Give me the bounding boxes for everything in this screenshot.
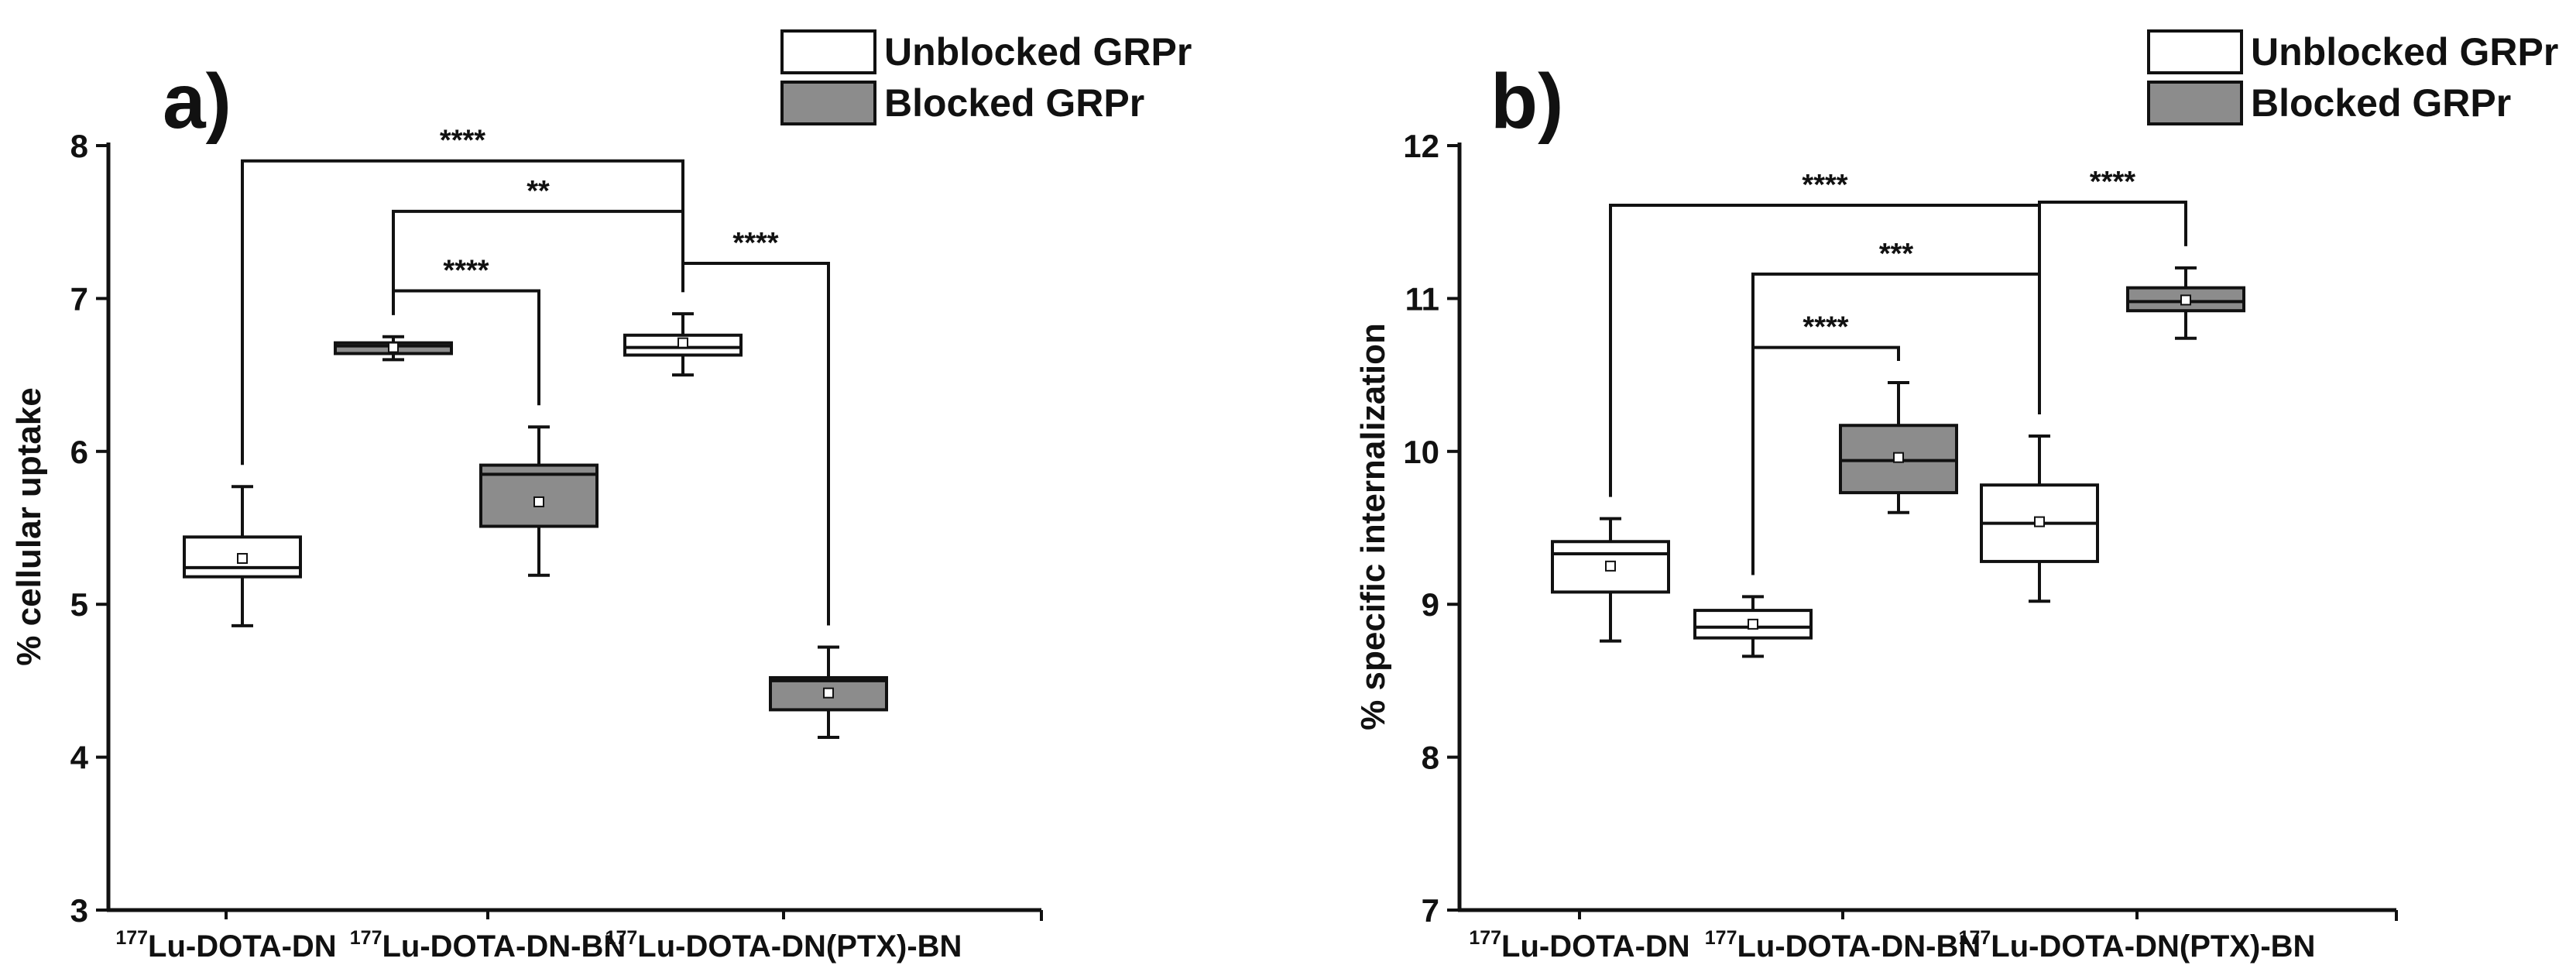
mean-marker [1748, 618, 1758, 630]
mean-marker [2180, 294, 2191, 306]
mean-marker [1893, 452, 1904, 463]
y-tick-label: 8 [70, 128, 88, 164]
significance-label: *** [1879, 238, 1914, 270]
mean-marker [1605, 560, 1616, 572]
significance-label: **** [1802, 169, 1847, 201]
box-unblocked [1551, 517, 1670, 643]
box-unblocked [1693, 595, 1813, 658]
legend-label: Blocked GRPr [884, 81, 1144, 125]
significance-label: **** [443, 255, 489, 287]
box-blocked [334, 335, 453, 362]
significance-bracket: **** [241, 125, 684, 465]
significance-label: **** [440, 125, 485, 157]
x-category-label: 177Lu-DOTA-DN(PTX)-BN [605, 927, 962, 964]
y-axis-label: % cellular uptake [10, 387, 48, 665]
mean-marker [823, 687, 834, 699]
y-tick-label: 8 [1422, 740, 1439, 776]
y-tick-label: 7 [70, 280, 88, 317]
significance-bracket: **** [392, 255, 540, 406]
y-axis-label: % specific internalization [1354, 323, 1392, 730]
legend-swatch-blocked [2147, 81, 2243, 125]
panel-label: a) [163, 58, 232, 145]
significance-bracket: **** [1751, 311, 1900, 575]
y-tick-label: 4 [70, 740, 89, 776]
legend-swatch-unblocked [2147, 29, 2243, 74]
y-tick-label: 6 [70, 434, 88, 470]
panel-a: a) % cellular uptake 3 4 5 6 7 8 177Lu-DOTA-DN 17… [10, 29, 1192, 964]
legend-label: Unblocked GRPr [2251, 30, 2558, 74]
x-category-label: 177Lu-DOTA-DN [1469, 927, 1689, 964]
significance-bracket: ** [392, 175, 684, 315]
mean-marker [2034, 516, 2045, 527]
y-tick-label: 9 [1422, 586, 1439, 623]
significance-label: **** [2090, 166, 2135, 198]
y-tick-label: 10 [1403, 434, 1439, 470]
box-blocked [769, 645, 888, 739]
y-tick-label: 12 [1403, 128, 1439, 164]
bracket-line [2038, 201, 2187, 415]
significance-bracket: **** [2038, 166, 2187, 415]
bracket-line [681, 261, 830, 626]
panel-b: b) % specific internalization 7 8 9 10 11 12 177… [1354, 29, 2558, 964]
x-category-label: 177Lu-DOTA-DN-BN [350, 927, 626, 964]
significance-label: **** [1803, 311, 1848, 344]
significance-label: **** [732, 227, 778, 259]
x-category-label: 177Lu-DOTA-DN(PTX)-BN [1959, 927, 2316, 964]
bracket-line [392, 289, 540, 406]
box-unblocked [1980, 435, 2099, 603]
bracket-line [1751, 345, 1900, 575]
x-category-label: 177Lu-DOTA-DN [115, 927, 336, 964]
box-unblocked [183, 485, 302, 627]
legend-label: Unblocked GRPr [884, 30, 1192, 74]
mean-marker [533, 496, 544, 507]
y-tick-label: 7 [1422, 892, 1439, 929]
box-blocked [479, 425, 599, 577]
bracket-line [1609, 203, 2041, 497]
legend-swatch-unblocked [780, 29, 876, 74]
y-tick-label: 11 [1405, 280, 1439, 317]
significance-label: ** [527, 175, 550, 208]
mean-marker [677, 337, 688, 349]
bracket-line [241, 159, 684, 465]
significance-bracket: **** [681, 227, 830, 626]
y-tick-label: 5 [70, 586, 88, 623]
legend: Unblocked GRPr Blocked GRPr [780, 29, 1192, 125]
x-category-label: 177Lu-DOTA-DN-BN [1705, 927, 1981, 964]
box-body [623, 333, 743, 357]
legend: Unblocked GRPr Blocked GRPr [2147, 29, 2558, 125]
mean-marker [388, 342, 399, 353]
bracket-line [392, 209, 684, 315]
mean-marker [237, 552, 248, 564]
legend-label: Blocked GRPr [2251, 81, 2511, 125]
y-tick-label: 3 [70, 892, 88, 929]
panel-label: b) [1490, 58, 1563, 145]
box-blocked [2126, 266, 2245, 340]
box-unblocked [623, 312, 743, 377]
legend-swatch-blocked [780, 81, 876, 125]
box-blocked [1839, 380, 1958, 514]
